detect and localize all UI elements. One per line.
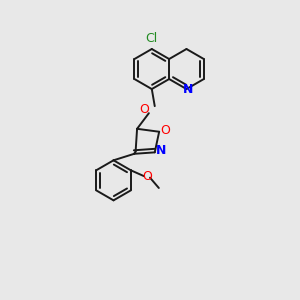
Text: Cl: Cl [146,32,158,45]
Text: O: O [142,170,152,183]
Text: N: N [183,83,193,96]
Text: O: O [161,124,171,137]
Text: O: O [140,103,149,116]
Text: N: N [156,144,166,158]
